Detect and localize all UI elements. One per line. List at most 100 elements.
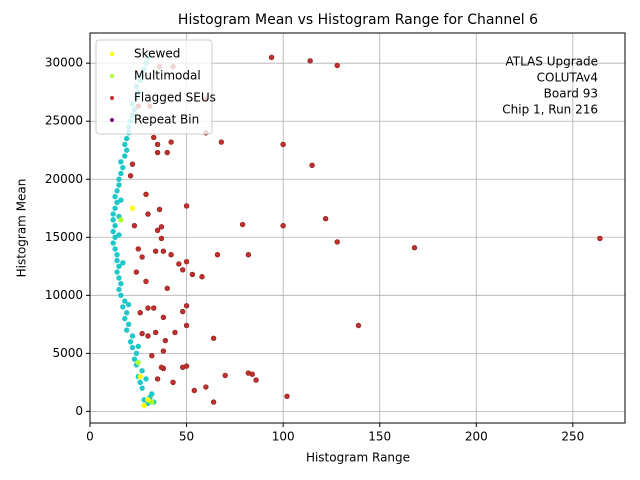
legend-label: Repeat Bin	[134, 113, 199, 127]
scatter-point	[183, 363, 190, 369]
scatter-point	[112, 234, 118, 240]
scatter-point	[112, 246, 118, 252]
scatter-point	[222, 372, 228, 379]
legend-label: Skewed	[134, 47, 180, 61]
annotation: Board 93	[544, 87, 598, 101]
scatter-point	[170, 379, 176, 386]
scatter-point	[125, 301, 132, 308]
scatter-point	[210, 399, 217, 405]
scatter-point	[158, 364, 165, 370]
scatter-point	[145, 397, 151, 403]
scatter-point	[135, 246, 141, 252]
scatter-point	[122, 298, 128, 304]
annotation: COLUTAv4	[537, 71, 598, 85]
scatter-point	[172, 329, 178, 336]
y-tick-label: 25000	[45, 114, 83, 128]
scatter-point	[149, 399, 155, 405]
scatter-point	[139, 330, 145, 337]
x-tick-label: 0	[86, 430, 94, 444]
scatter-point	[129, 333, 136, 339]
scatter-point	[203, 384, 209, 390]
scatter-point	[249, 371, 255, 377]
scatter-point	[123, 327, 130, 333]
scatter-point	[189, 271, 196, 278]
scatter-point	[156, 206, 163, 213]
scatter-point	[129, 205, 136, 211]
scatter-point	[280, 222, 286, 229]
scatter-point	[160, 348, 167, 354]
scatter-point	[139, 368, 145, 374]
scatter-point	[160, 248, 167, 254]
annotation: Chip 1, Run 216	[502, 103, 598, 117]
scatter-point	[334, 62, 340, 69]
scatter-point	[116, 275, 122, 281]
scatter-point	[123, 147, 130, 153]
legend-marker	[110, 118, 114, 122]
scatter-point	[135, 343, 141, 350]
scatter-point	[210, 335, 217, 341]
scatter-point	[110, 240, 116, 246]
scatter-point	[118, 281, 124, 287]
scatter-point	[123, 310, 130, 316]
legend-box	[95, 39, 213, 135]
scatter-point	[139, 254, 145, 260]
y-axis-label: Histogram Mean	[15, 179, 29, 278]
scatter-point	[322, 216, 329, 222]
scatter-point	[307, 58, 313, 64]
scatter-point	[110, 211, 116, 217]
scatter-point	[139, 385, 145, 391]
scatter-point	[135, 359, 141, 366]
chart-title: Histogram Mean vs Histogram Range for Ch…	[178, 12, 538, 28]
scatter-point	[116, 176, 122, 182]
scatter-point	[131, 356, 138, 362]
scatter-point	[154, 227, 161, 234]
scatter-point	[120, 164, 126, 171]
scatter-point	[127, 173, 134, 179]
scatter-point	[112, 222, 118, 229]
legend-label: Multimodal	[134, 69, 201, 83]
scatter-point	[253, 377, 259, 383]
scatter-point	[112, 205, 118, 211]
y-tick-label: 10000	[45, 288, 83, 302]
scatter-point	[129, 344, 136, 351]
scatter-point	[164, 149, 170, 156]
scatter-point	[118, 197, 124, 203]
scatter-point	[158, 224, 165, 230]
scatter-point	[168, 251, 174, 258]
x-axis-label: Histogram Range	[306, 451, 410, 465]
scatter-point	[280, 141, 286, 148]
scatter-point	[154, 376, 161, 382]
scatter-point	[355, 322, 362, 329]
scatter-point	[268, 54, 275, 61]
legend-marker	[110, 96, 114, 100]
scatter-point	[160, 314, 167, 321]
scatter-point	[334, 239, 340, 245]
scatter-point	[114, 257, 120, 264]
scatter-point	[114, 269, 120, 275]
scatter-point	[141, 402, 147, 409]
scatter-point	[145, 211, 151, 217]
scatter-point	[116, 286, 122, 293]
scatter-point	[133, 269, 140, 275]
scatter-point	[145, 333, 151, 339]
scatter-point	[118, 170, 124, 177]
scatter-point	[110, 217, 116, 223]
scatter-point	[162, 337, 169, 344]
scatter-point	[154, 149, 161, 156]
scatter-point	[122, 153, 128, 159]
scatter-point	[154, 141, 161, 148]
x-tick-label: 50	[179, 430, 194, 444]
scatter-point	[131, 222, 138, 229]
scatter-point	[122, 315, 128, 322]
scatter-point	[183, 322, 190, 329]
scatter-point	[137, 373, 143, 380]
scatter-point	[152, 248, 159, 254]
scatter-point	[164, 285, 170, 292]
scatter-point	[110, 228, 116, 235]
scatter-point	[120, 304, 126, 310]
scatter-point	[284, 393, 290, 400]
scatter-point	[116, 232, 122, 238]
scatter-point	[183, 258, 190, 265]
scatter-point	[183, 303, 190, 309]
